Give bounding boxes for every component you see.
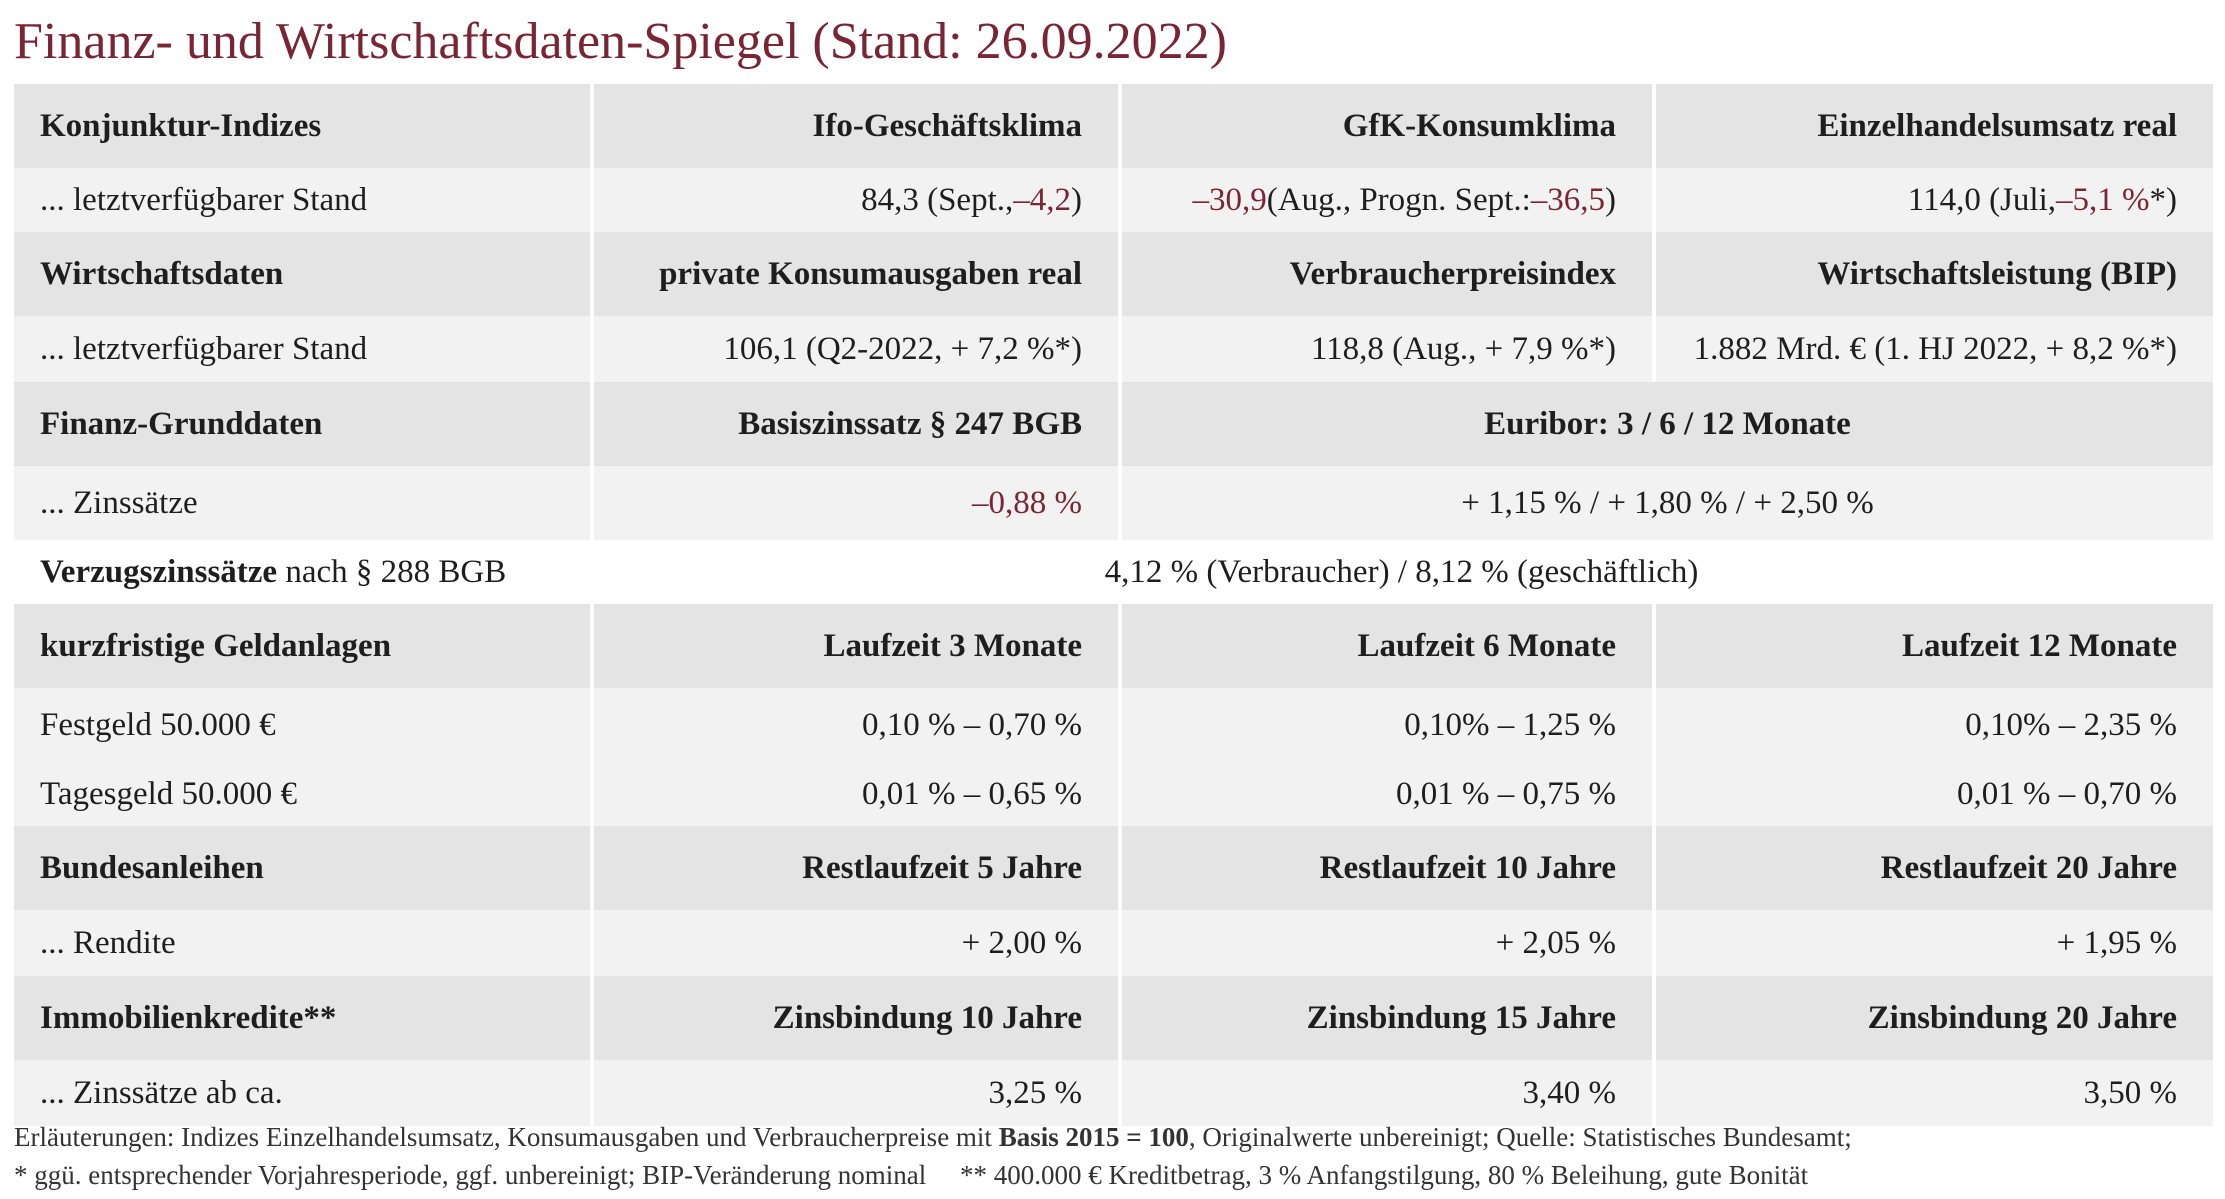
header-finanz: Finanz-Grunddaten (14, 382, 590, 466)
header-bip: Wirtschaftsleistung (BIP) (1652, 232, 2213, 316)
verzug-label-bold: Verzugszinssätze (40, 553, 278, 590)
ifo-change: –4,2 (1013, 181, 1071, 218)
header-immobilienkredite: Immobilienkredite** (14, 976, 590, 1060)
row-label-rendite: ... Rendite (14, 910, 590, 976)
value-tagesgeld-12: 0,01 % – 0,70 % (1652, 762, 2213, 826)
value-festgeld-6: 0,10% – 1,25 % (1118, 688, 1652, 762)
value-vpi: 118,8 (Aug., + 7,9 %*) (1118, 316, 1652, 382)
ifo-value-text: 84,3 (Sept., (861, 181, 1014, 218)
header-gfk: GfK-Konsumklima (1118, 84, 1652, 168)
header-laufzeit-6: Laufzeit 6 Monate (1118, 604, 1652, 688)
header-wirtschaft: Wirtschaftsdaten (14, 232, 590, 316)
gfk-value: –30,9 (1192, 181, 1267, 218)
value-euribor: + 1,15 % / + 1,80 % / + 2,50 % (1118, 466, 2213, 540)
ifo-close: ) (1071, 181, 1082, 218)
header-restlaufzeit-5: Restlaufzeit 5 Jahre (590, 826, 1118, 910)
header-ifo: Ifo-Geschäftsklima (590, 84, 1118, 168)
value-konsum: 106,1 (Q2-2022, + 7,2 %*) (590, 316, 1118, 382)
footnote-line-1: Erläuterungen: Indizes Einzelhandelsumsa… (14, 1118, 1852, 1156)
value-zinsbindung-10: 3,25 % (590, 1060, 1118, 1126)
header-laufzeit-12: Laufzeit 12 Monate (1652, 604, 2213, 688)
verzug-label-rest: nach § 288 BGB (277, 553, 507, 590)
row-label-festgeld: Festgeld 50.000 € (14, 688, 590, 762)
gfk-forecast: –36,5 (1530, 181, 1605, 218)
row-label-wirtschaft: ... letztverfügbarer Stand (14, 316, 590, 382)
row-label-zinssaetze: ... Zinssätze (14, 466, 590, 540)
header-konsum: private Konsumausgaben real (590, 232, 1118, 316)
einzel-close: *) (2149, 181, 2178, 218)
value-rendite-20: + 1,95 % (1652, 910, 2213, 976)
header-konjunktur: Konjunktur-Indizes (14, 84, 590, 168)
value-festgeld-12: 0,10% – 2,35 % (1652, 688, 2213, 762)
einzel-change: –5,1 % (2056, 181, 2150, 218)
row-label-verzug: Verzugszinssätze nach § 288 BGB (14, 540, 590, 604)
row-label-konjunktur: ... letztverfügbarer Stand (14, 168, 590, 232)
footnotes: Erläuterungen: Indizes Einzelhandelsumsa… (14, 1118, 1852, 1194)
footnote-line-2: * ggü. entsprechender Vorjahresperiode, … (14, 1160, 1809, 1190)
header-geldanlagen: kurzfristige Geldanlagen (14, 604, 590, 688)
page-title: Finanz- und Wirtschaftsdaten-Spiegel (St… (14, 13, 1227, 70)
gfk-mid-text: (Aug., Progn. Sept.: (1266, 181, 1531, 218)
value-gfk: –30,9 (Aug., Progn. Sept.: –36,5) (1118, 168, 1652, 232)
header-anleihen: Bundesanleihen (14, 826, 590, 910)
header-einzelhandel: Einzelhandelsumsatz real (1652, 84, 2213, 168)
value-ifo: 84,3 (Sept., –4,2) (590, 168, 1118, 232)
value-tagesgeld-6: 0,01 % – 0,75 % (1118, 762, 1652, 826)
value-verzug: 4,12 % (Verbraucher) / 8,12 % (geschäftl… (590, 540, 2213, 604)
row-label-tagesgeld: Tagesgeld 50.000 € (14, 762, 590, 826)
data-table: Konjunktur-Indizes Ifo-Geschäftsklima Gf… (14, 84, 2213, 1126)
value-bip: 1.882 Mrd. € (1. HJ 2022, + 8,2 %*) (1652, 316, 2213, 382)
value-einzelhandel: 114,0 (Juli, –5,1 % *) (1652, 168, 2213, 232)
header-zinsbindung-15: Zinsbindung 15 Jahre (1118, 976, 1652, 1060)
value-rendite-10: + 2,05 % (1118, 910, 1652, 976)
header-euribor: Euribor: 3 / 6 / 12 Monate (1118, 382, 2213, 466)
footnote-1-pre: Erläuterungen: Indizes Einzelhandelsumsa… (14, 1122, 999, 1152)
header-restlaufzeit-10: Restlaufzeit 10 Jahre (1118, 826, 1652, 910)
header-zinsbindung-20: Zinsbindung 20 Jahre (1652, 976, 2213, 1060)
header-zinsbindung-10: Zinsbindung 10 Jahre (590, 976, 1118, 1060)
row-label-immo-zins: ... Zinssätze ab ca. (14, 1060, 590, 1126)
value-zinsbindung-15: 3,40 % (1118, 1060, 1652, 1126)
header-basiszins: Basiszinssatz § 247 BGB (590, 382, 1118, 466)
gfk-close: ) (1605, 181, 1616, 218)
value-festgeld-3: 0,10 % – 0,70 % (590, 688, 1118, 762)
value-zinsbindung-20: 3,50 % (1652, 1060, 2213, 1126)
header-laufzeit-3: Laufzeit 3 Monate (590, 604, 1118, 688)
value-rendite-5: + 2,00 % (590, 910, 1118, 976)
header-vpi: Verbraucherpreisindex (1118, 232, 1652, 316)
footnote-1-post: , Originalwerte unbereinigt; Quelle: Sta… (1188, 1122, 1852, 1152)
value-tagesgeld-3: 0,01 % – 0,65 % (590, 762, 1118, 826)
value-basiszins: –0,88 % (590, 466, 1118, 540)
header-restlaufzeit-20: Restlaufzeit 20 Jahre (1652, 826, 2213, 910)
einzel-value-text: 114,0 (Juli, (1907, 181, 2056, 218)
footnote-1-bold: Basis 2015 = 100 (998, 1122, 1189, 1152)
